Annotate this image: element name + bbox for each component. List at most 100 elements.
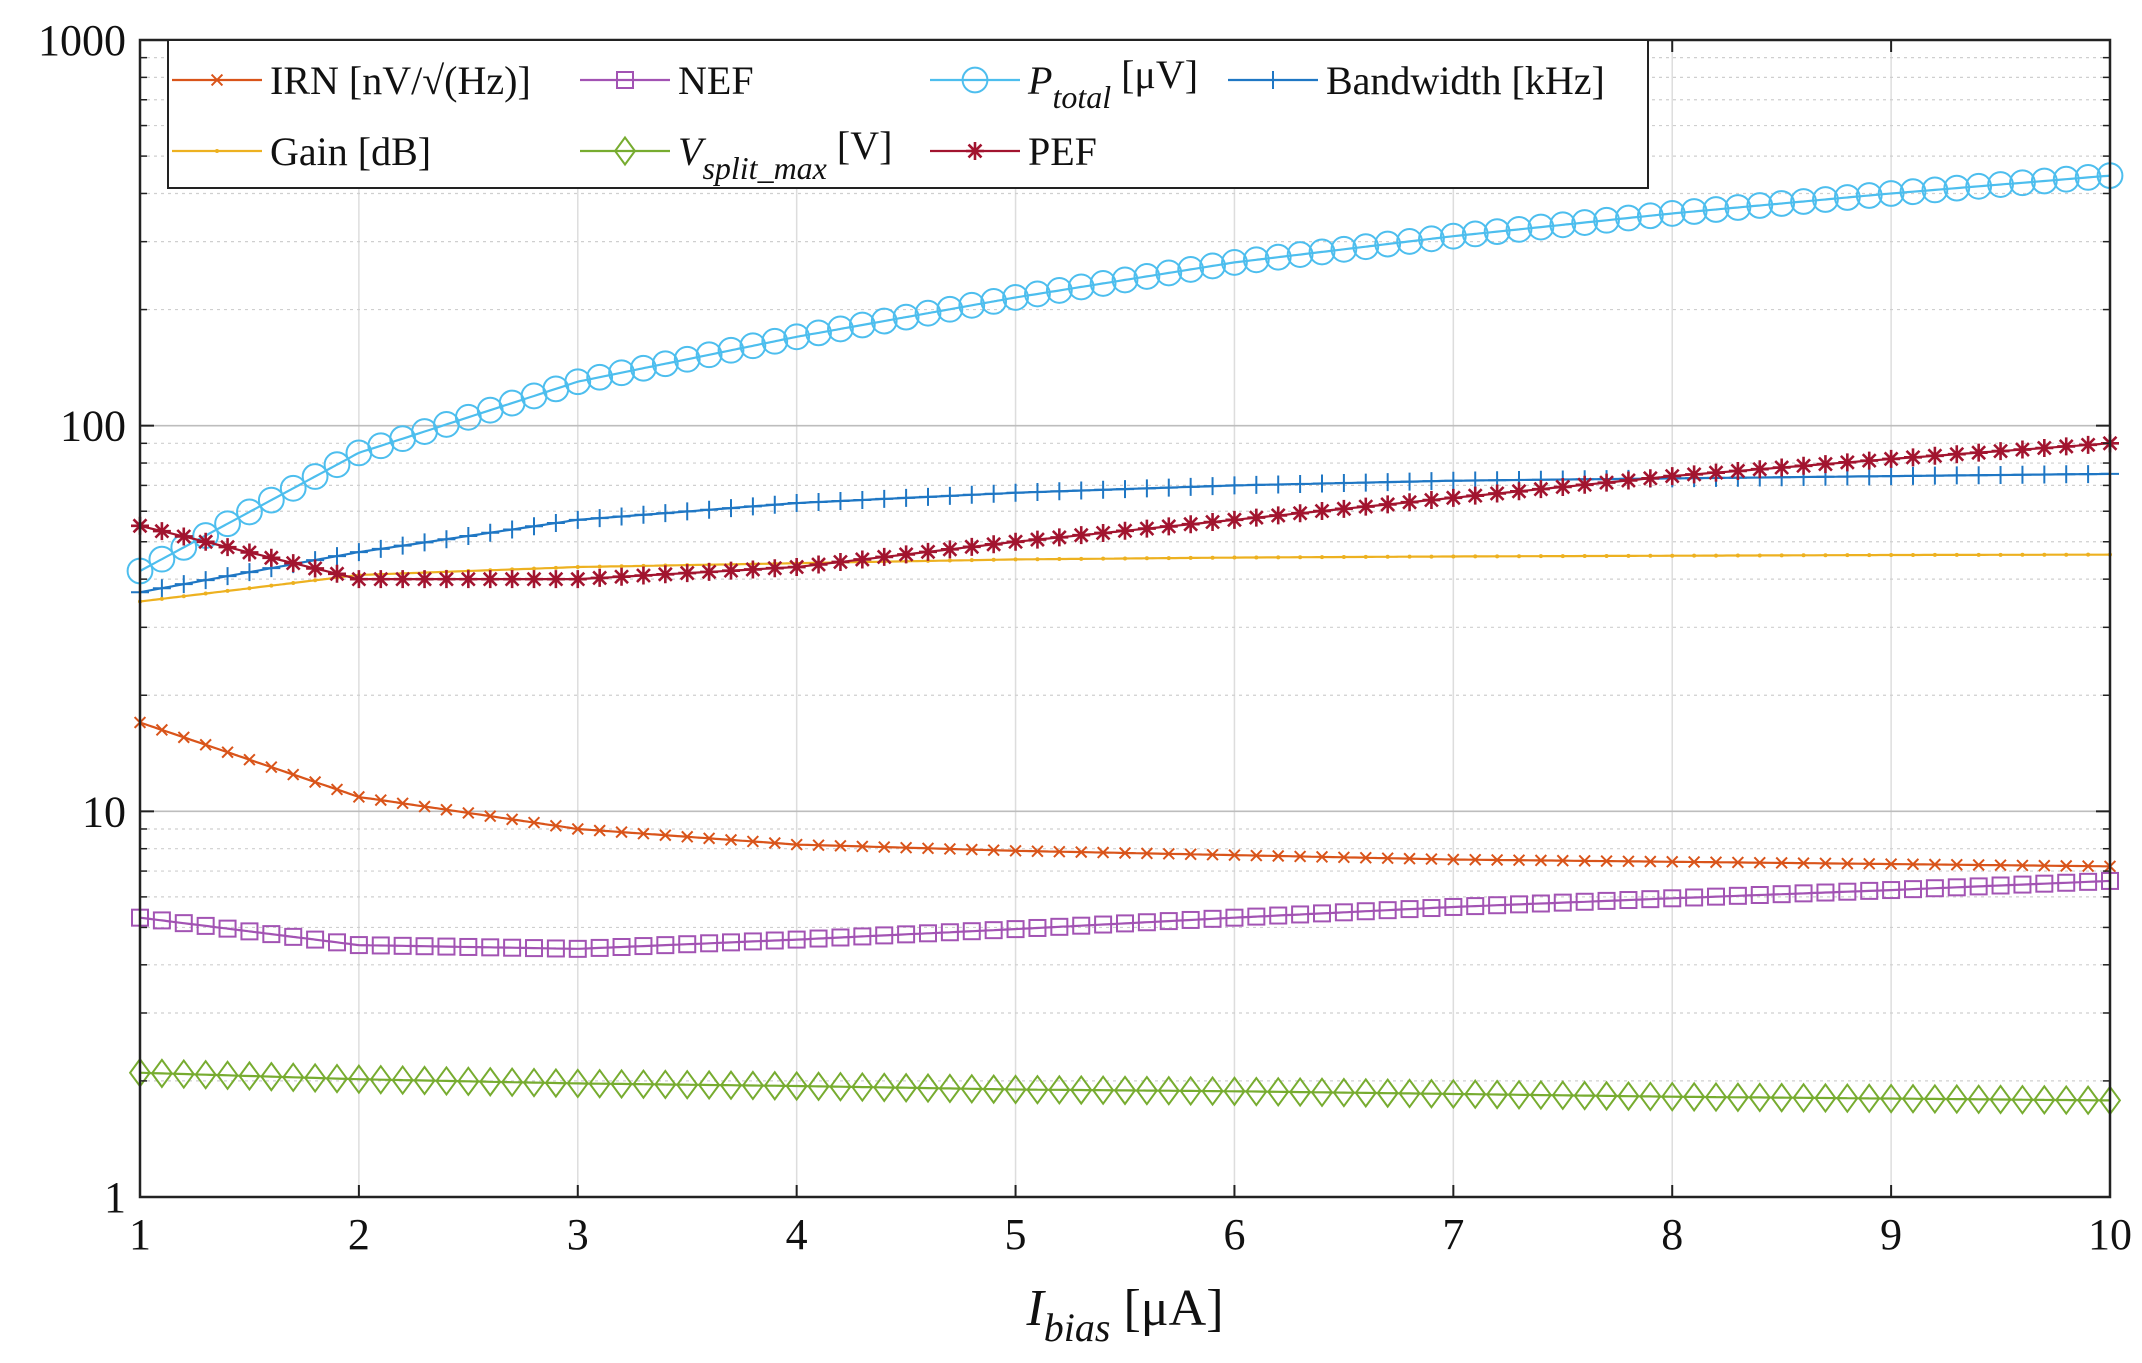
series-marker: [1334, 474, 1353, 493]
series-marker: [805, 319, 832, 347]
series-marker: [678, 564, 697, 583]
series-marker: [282, 1062, 305, 1093]
series-marker: [1320, 555, 1324, 560]
series-marker: [1549, 211, 1577, 239]
series-marker: [656, 504, 675, 523]
series-marker: [1779, 553, 1784, 558]
series-marker: [982, 1073, 1005, 1105]
series-marker: [1075, 845, 1088, 859]
series-marker: [681, 830, 694, 843]
series-marker: [1969, 877, 1988, 896]
series-marker: [916, 1072, 940, 1104]
x-axis-label-unit: [μA]: [1110, 1280, 1223, 1337]
series-marker: [785, 1070, 808, 1102]
series-marker: [1376, 1077, 1399, 1109]
series-marker: [1444, 897, 1463, 916]
series-marker: [897, 488, 916, 507]
series-marker: [1925, 446, 1944, 465]
series-marker: [260, 1061, 283, 1092]
series-marker: [1203, 909, 1222, 928]
series-marker: [2013, 440, 2032, 459]
series-marker: [181, 594, 186, 599]
series-marker: [1028, 530, 1047, 549]
series-marker: [328, 933, 346, 952]
legend-label: Ptotal [μV]: [1027, 52, 1198, 115]
series-marker: [593, 824, 606, 837]
series-marker: [1206, 848, 1219, 861]
series-marker: [152, 911, 171, 930]
series-marker: [1814, 1082, 1837, 1114]
series-marker: [2079, 435, 2098, 454]
series-marker: [700, 562, 719, 581]
series-marker: [722, 561, 740, 580]
series-marker: [1291, 474, 1310, 493]
series-marker: [938, 1073, 962, 1104]
series-marker: [1247, 475, 1266, 494]
series-marker: [831, 491, 850, 510]
series-marker: [1841, 857, 1854, 870]
series-marker: [568, 570, 587, 589]
series-marker: [1313, 904, 1331, 923]
series-marker: [553, 565, 558, 570]
series-marker: [2079, 465, 2098, 484]
series-marker: [1726, 1082, 1750, 1113]
series-marker: [1510, 482, 1528, 501]
series-marker: [1137, 479, 1156, 498]
series-marker: [1199, 252, 1226, 280]
series-marker: [1573, 1080, 1596, 1111]
series-marker: [1356, 473, 1375, 492]
series-marker: [1094, 523, 1113, 542]
series-marker: [632, 1069, 655, 1100]
series-marker: [462, 806, 475, 820]
series-marker: [1553, 477, 1572, 496]
series-marker: [875, 547, 894, 566]
series-marker: [393, 536, 412, 555]
series-marker: [1447, 853, 1460, 866]
series-marker: [809, 493, 828, 512]
series-marker: [325, 1063, 349, 1094]
series-marker: [1560, 554, 1565, 559]
series-marker: [1356, 497, 1375, 516]
series-marker: [1685, 888, 1704, 907]
series-marker: [1004, 1074, 1027, 1105]
series-marker: [236, 498, 263, 526]
series-marker: [1242, 246, 1270, 274]
x-tick-label: 6: [1223, 1210, 1245, 1259]
y-tick-label: 1000: [38, 16, 126, 65]
series-marker: [291, 580, 296, 585]
series-marker: [1294, 850, 1307, 863]
legend-label: PEF: [1028, 129, 1097, 174]
series-marker: [1094, 480, 1113, 499]
series-marker: [1593, 206, 1620, 234]
series-marker: [1203, 513, 1222, 532]
series-marker: [1925, 879, 1944, 898]
series-marker: [459, 570, 478, 589]
series-marker: [1595, 1080, 1618, 1112]
series-marker: [544, 1067, 568, 1099]
legend-label: NEF: [678, 58, 754, 103]
series-marker: [152, 522, 171, 541]
series-marker: [787, 930, 806, 949]
series-marker: [437, 570, 456, 589]
series-marker: [900, 841, 913, 854]
legend-entry-4: Gain [dB]: [172, 129, 431, 174]
series-marker: [1177, 256, 1205, 283]
series-marker: [943, 842, 956, 856]
series-marker: [612, 507, 631, 526]
series-marker: [1641, 469, 1660, 488]
y-tick-label: 1: [104, 1173, 126, 1222]
legend-label-main: IRN [nV/√(Hz)]: [270, 58, 531, 103]
series-marker: [347, 1064, 371, 1095]
series-marker: [546, 570, 565, 589]
series-marker: [829, 1071, 852, 1102]
series-marker: [703, 832, 716, 845]
series-marker: [768, 836, 781, 850]
series-marker: [1245, 1076, 1268, 1107]
series-marker: [396, 797, 409, 810]
series-marker: [1976, 552, 1981, 557]
series-marker: [174, 914, 193, 933]
series-marker: [724, 833, 738, 847]
series-marker: [1422, 899, 1441, 918]
series-marker: [1313, 502, 1331, 521]
series-marker: [148, 545, 176, 573]
